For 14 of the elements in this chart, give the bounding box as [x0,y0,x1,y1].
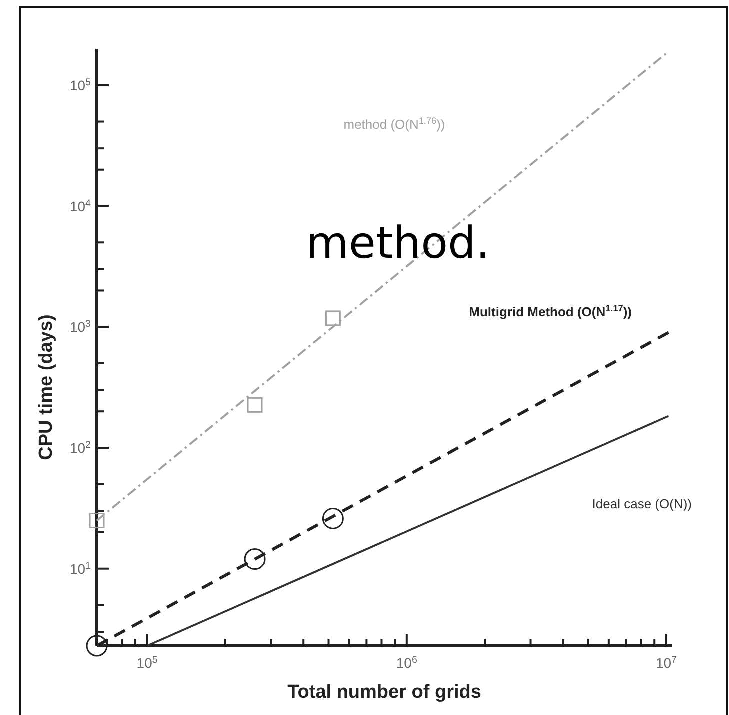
text: Ideal case (O(N)) [592,496,692,512]
y-tick-label: 10$^{5}$ [70,76,92,94]
annotation: method. [306,218,490,269]
x-axis-title: Total number of grids [288,682,482,703]
x-tick-label: 10$^{5}$ [136,654,158,671]
y-tick-label: 10$^{1}$ [70,560,91,577]
y-tick-label: 10$^{3}$ [70,318,92,336]
text: method (O(N$^{1.76}$)) [344,116,446,132]
text: Multigrid Method (O(N$^{1.17}$)) [469,304,632,320]
y-tick-label: 10$^{4}$ [70,198,92,214]
x-tick-label: 10$^{6}$ [396,654,418,671]
x-tick-label: 10$^{7}$ [656,654,678,671]
y-axis-title: CPU time (days) [36,314,57,460]
y-tick-label: 10$^{2}$ [70,439,91,456]
